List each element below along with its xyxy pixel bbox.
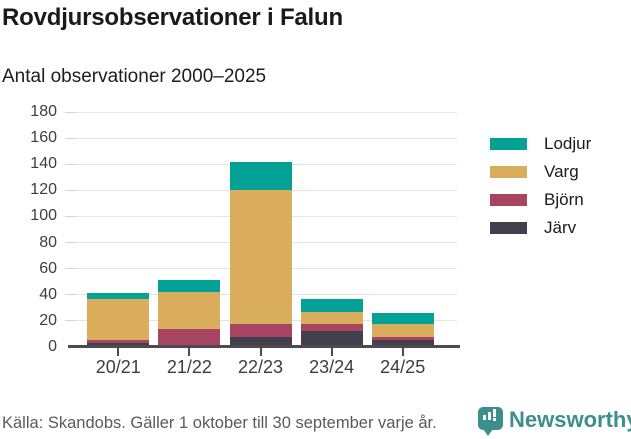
gridline — [75, 111, 457, 113]
newsworthy-logo: Newsworthy — [478, 405, 631, 437]
bar — [87, 112, 150, 347]
bar — [158, 112, 221, 347]
x-axis-tick — [117, 348, 120, 356]
legend-label: Lodjur — [544, 134, 592, 153]
x-axis-tick-label: 21/22 — [166, 357, 212, 377]
x-axis-tick — [330, 348, 333, 356]
gridline — [75, 137, 457, 139]
y-axis-tick-label: 40 — [39, 285, 57, 303]
bar-segment-bjrn — [229, 323, 292, 337]
bar-segment-lodjur — [229, 161, 292, 191]
bar-segment-jrv — [371, 340, 434, 347]
bar-segment-lodjur — [300, 298, 363, 312]
x-axis-tick-label: 23/24 — [309, 357, 355, 377]
bar — [229, 112, 292, 347]
y-axis-tick — [65, 215, 75, 217]
legend-item: Lodjur — [490, 130, 591, 158]
y-axis-tick — [65, 242, 75, 244]
x-axis-tick — [259, 348, 262, 356]
bar-chart-glyph — [483, 415, 486, 420]
x-axis-tick — [401, 348, 404, 356]
y-axis-tick-label: 160 — [30, 129, 57, 147]
exclamation-glyph — [493, 409, 496, 417]
bar — [300, 112, 363, 347]
bar — [371, 112, 434, 347]
x-axis-tick-label: 20/21 — [95, 357, 141, 377]
legend-item: Björn — [490, 186, 591, 214]
legend-item: Varg — [490, 158, 591, 186]
y-axis-tick — [65, 137, 75, 139]
legend-swatch — [490, 138, 527, 150]
bar-segment-lodjur — [371, 313, 434, 324]
bar-segment-varg — [87, 298, 150, 341]
y-axis-tick — [65, 111, 75, 113]
x-axis-line — [68, 345, 460, 348]
y-axis-tick-label: 140 — [30, 155, 57, 173]
y-axis-tick-label: 0 — [48, 338, 57, 355]
legend-label: Björn — [544, 190, 584, 209]
y-axis-tick-label: 120 — [30, 181, 57, 199]
bar-segment-lodjur — [158, 280, 221, 293]
y-axis-tick-label: 80 — [39, 233, 57, 251]
page-title: Rovdjursobservationer i Falun — [2, 4, 343, 31]
exclamation-dot-glyph — [493, 418, 496, 421]
y-axis-tick-label: 100 — [30, 207, 57, 225]
legend-label: Varg — [544, 162, 579, 181]
y-axis-tick — [65, 320, 75, 322]
bar-segment-varg — [158, 292, 221, 329]
y-axis-tick — [65, 189, 75, 191]
x-axis-tick — [188, 348, 191, 356]
bar-segment-bjrn — [371, 336, 434, 341]
chart-subtitle: Antal observationer 2000–2025 — [2, 66, 267, 87]
y-axis-tick-label: 20 — [39, 311, 57, 329]
y-axis-tick-label: 180 — [30, 103, 57, 120]
y-axis-tick — [65, 294, 75, 296]
bar-segment-bjrn — [87, 340, 150, 344]
newsworthy-icon — [478, 405, 503, 437]
brand-name: Newsworthy — [509, 407, 631, 432]
source-note: Källa: Skandobs. Gäller 1 oktober till 3… — [2, 414, 437, 432]
bar-segment-lodjur — [87, 293, 150, 299]
x-axis-tick-label: 22/23 — [237, 357, 284, 377]
bar-segment-bjrn — [158, 328, 221, 346]
legend-swatch — [490, 222, 527, 234]
bar-segment-varg — [371, 323, 434, 337]
bar-segment-jrv — [300, 331, 363, 347]
legend-item: Järv — [490, 214, 591, 242]
legend: Lodjur Varg Björn Järv — [490, 130, 591, 242]
legend-swatch — [490, 166, 527, 178]
y-axis-tick — [65, 268, 75, 270]
bar-segment-jrv — [229, 336, 292, 347]
speech-bubble-shape — [478, 407, 503, 430]
x-axis-tick-label: 24/25 — [380, 357, 426, 377]
bar-segment-varg — [229, 190, 292, 324]
legend-swatch — [490, 194, 527, 206]
plot-area — [75, 111, 457, 347]
legend-label: Järv — [544, 218, 577, 237]
y-axis-tick — [65, 163, 75, 165]
bar-segment-varg — [300, 311, 363, 324]
bar-segment-bjrn — [300, 323, 363, 332]
y-axis-tick-label: 60 — [39, 259, 57, 277]
bar-chart-glyph — [488, 412, 491, 420]
speech-bubble-tail — [483, 429, 493, 436]
